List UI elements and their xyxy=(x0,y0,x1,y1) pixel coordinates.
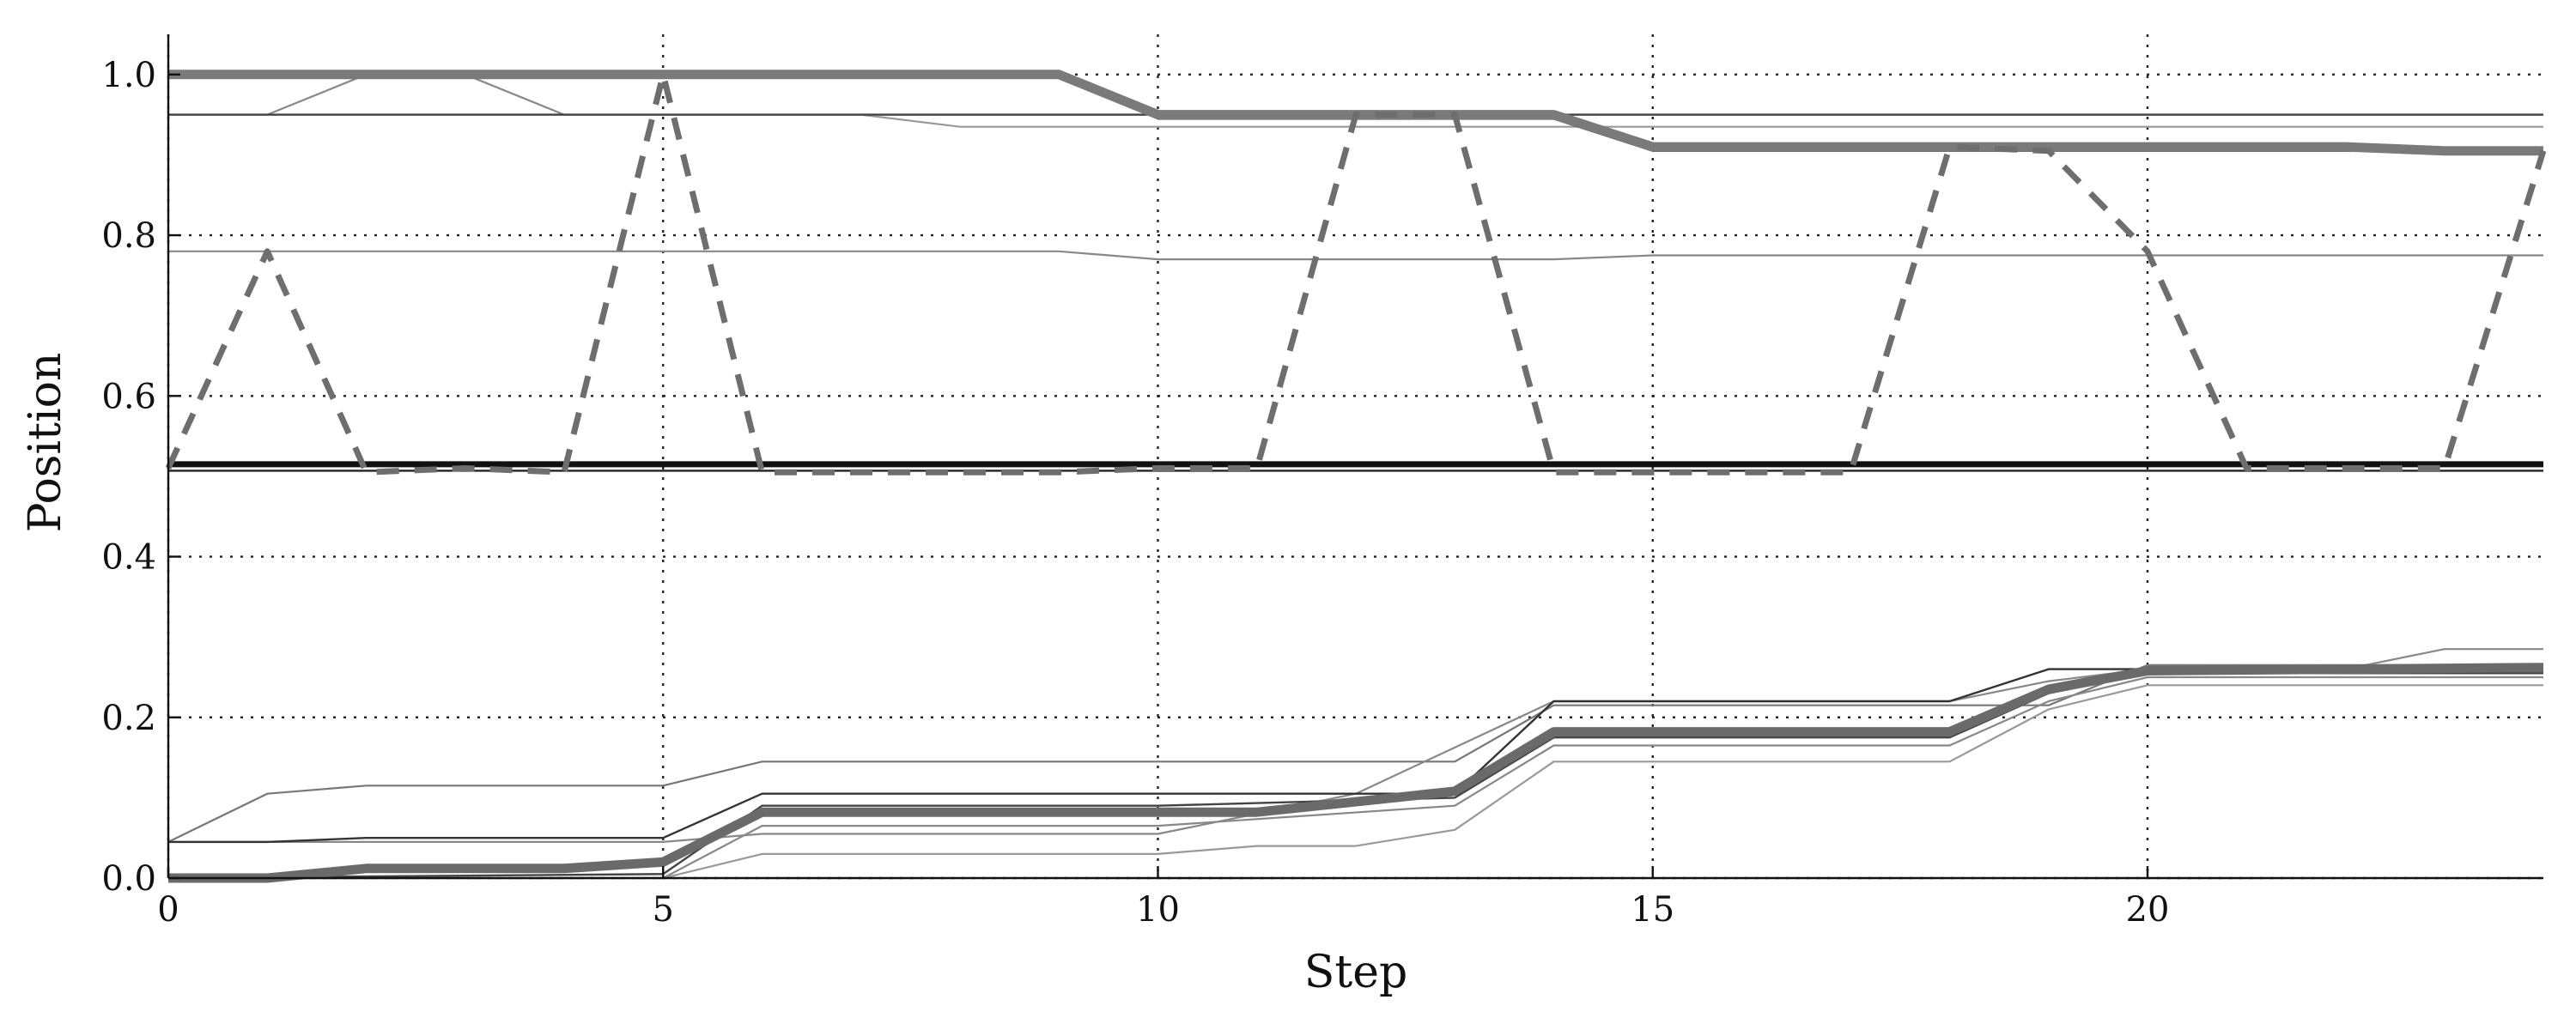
x-tick-label: 20 xyxy=(2126,890,2170,930)
series-line-10 xyxy=(167,663,2543,843)
series-line-16 xyxy=(168,684,2543,880)
y-axis-title: Position xyxy=(20,353,71,533)
y-tick-label: 0.6 xyxy=(101,377,156,416)
y-tick-label: 0.8 xyxy=(101,216,156,256)
x-tick-label: 5 xyxy=(653,890,674,930)
y-tick-label: 0.4 xyxy=(101,538,156,578)
x-tick-label: 0 xyxy=(157,890,179,930)
series-line-7 xyxy=(165,71,2547,476)
y-tick-label: 0.0 xyxy=(101,859,156,899)
x-tick-label: 10 xyxy=(1136,890,1180,930)
series-line-15 xyxy=(168,676,2543,880)
x-axis-title: Step xyxy=(1304,947,1408,998)
grid-lines xyxy=(167,34,2543,880)
axes xyxy=(167,34,2543,880)
series-line-11 xyxy=(168,668,2543,844)
series-lines xyxy=(165,70,2547,883)
series-line-6 xyxy=(168,250,2543,261)
series-line-3 xyxy=(168,73,2543,116)
y-tick-labels: 0.0 0.2 0.4 0.6 0.8 1.0 xyxy=(101,56,156,899)
x-tick-label: 15 xyxy=(1631,890,1674,930)
series-line-14 xyxy=(167,672,2543,880)
series-line-13 xyxy=(168,663,2544,883)
x-tick-labels: 0 5 10 15 20 xyxy=(157,890,2169,930)
series-line-1 xyxy=(168,70,2543,156)
y-tick-label: 0.2 xyxy=(101,699,156,738)
y-tick-label: 1.0 xyxy=(101,56,156,95)
